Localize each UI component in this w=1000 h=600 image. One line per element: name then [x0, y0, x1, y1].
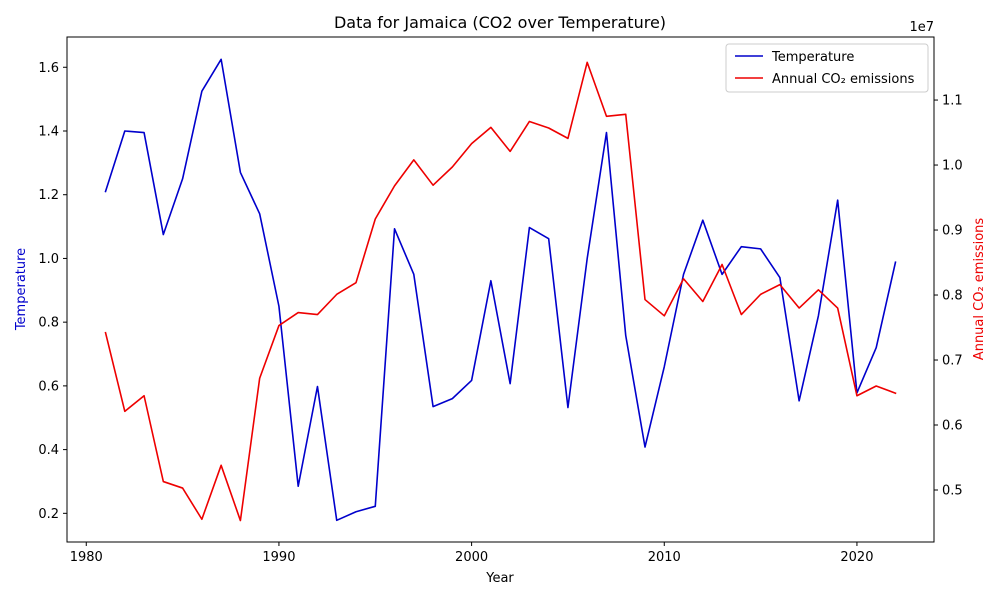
y-right-tick-label: 0.6: [942, 419, 963, 434]
chart-title: Data for Jamaica (CO2 over Temperature): [334, 13, 666, 32]
x-axis-label: Year: [485, 571, 514, 586]
y-left-tick-label: 1.0: [38, 252, 59, 267]
x-tick-label: 2000: [455, 550, 488, 565]
y-axis-left: 0.2 0.4 0.6 0.8 1.0 1.2 1.4 1.6: [38, 61, 67, 522]
y-right-tick-label: 0.9: [942, 224, 963, 239]
y-right-tick-label: 1.0: [942, 159, 963, 174]
x-axis: 1980 1990 2000 2010 2020: [70, 542, 873, 565]
series-layer: [104, 58, 897, 522]
y-axis-right-label: Annual CO₂ emissions: [972, 218, 987, 361]
legend-label-temperature: Temperature: [771, 50, 854, 65]
series-line-co2: [104, 61, 897, 522]
y-left-tick-label: 0.6: [38, 379, 59, 394]
plot-frame: [66, 36, 935, 543]
y-left-tick-label: 0.2: [38, 507, 59, 522]
y-left-tick-label: 1.4: [38, 124, 59, 139]
x-tick-label: 2010: [648, 550, 681, 565]
y-right-tick-label: 0.7: [942, 354, 963, 369]
series-line-temperature: [104, 58, 897, 522]
x-tick-label: 1990: [262, 550, 295, 565]
y-right-tick-label: 0.5: [942, 484, 963, 499]
legend-box: [725, 43, 929, 93]
x-tick-label: 1980: [70, 550, 103, 565]
legend-label-co2: Annual CO₂ emissions: [772, 72, 915, 87]
y-left-tick-label: 0.4: [38, 443, 59, 458]
y-axis-right: 0.5 0.6 0.7 0.8 0.9 1.0 1.1: [934, 94, 963, 499]
y-axis-left-label: Temperature: [14, 248, 29, 331]
y-left-tick-label: 1.6: [38, 61, 59, 76]
y-right-tick-label: 0.8: [942, 289, 963, 304]
x-tick-label: 2020: [840, 550, 873, 565]
legend: Temperature Annual CO₂ emissions: [725, 43, 929, 93]
y-left-tick-label: 0.8: [38, 316, 59, 331]
right-axis-multiplier: 1e7: [909, 20, 934, 35]
y-left-tick-label: 1.2: [38, 188, 59, 203]
y-right-tick-label: 1.1: [942, 94, 963, 109]
